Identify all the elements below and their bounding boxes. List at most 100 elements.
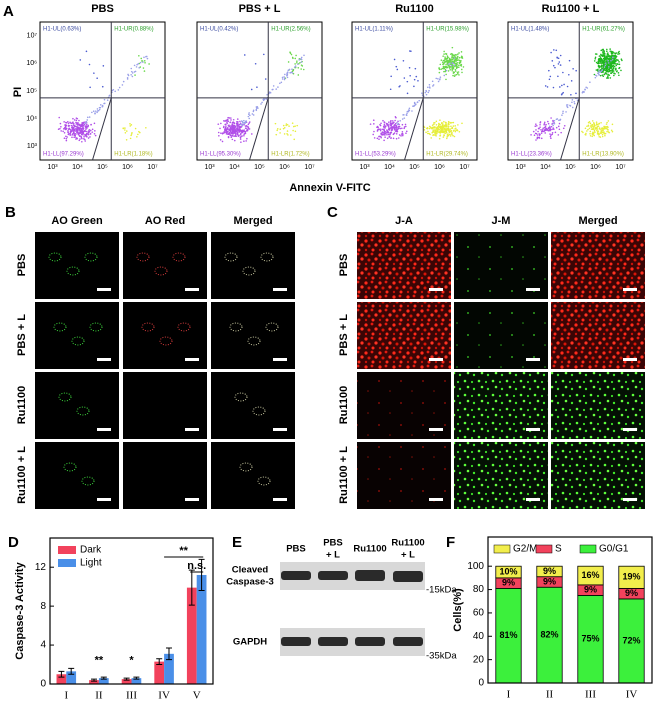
event-dot <box>443 74 446 77</box>
event-dot <box>598 71 600 74</box>
event-dot <box>244 121 246 124</box>
event-dot <box>388 121 390 123</box>
band-label: Caspase-3 <box>226 577 274 588</box>
bar <box>56 674 67 684</box>
event-dot <box>555 49 558 52</box>
legend-swatch <box>493 544 511 554</box>
event-dot <box>385 122 388 125</box>
event-dot <box>432 134 435 136</box>
event-dot <box>441 128 444 131</box>
event-dot <box>447 63 450 66</box>
event-dot <box>403 77 406 79</box>
event-dot <box>457 53 459 56</box>
scale-bar <box>185 428 199 431</box>
plot-title: Ru1100 <box>395 3 434 15</box>
event-dot <box>602 69 605 71</box>
event-dot <box>297 74 300 76</box>
cell <box>53 322 67 332</box>
event-dot <box>607 131 610 133</box>
x-tick-label: 10⁴ <box>229 164 240 171</box>
event-dot <box>444 132 446 135</box>
cell <box>257 476 271 486</box>
scale-bar <box>429 358 443 361</box>
event-dot <box>382 119 384 122</box>
event-dot <box>260 103 262 105</box>
event-dot <box>413 78 416 81</box>
event-dot <box>607 70 610 73</box>
event-dot <box>243 134 245 137</box>
event-dot <box>592 132 595 134</box>
event-dot <box>279 128 282 131</box>
event-dot <box>607 59 609 62</box>
event-dot <box>65 137 68 140</box>
event-dot <box>607 77 609 79</box>
event-dot <box>78 124 81 127</box>
event-dot <box>544 127 546 129</box>
event-dot <box>243 119 245 122</box>
event-dot <box>283 77 286 80</box>
marker-label: -15kDa <box>426 585 457 596</box>
event-dot <box>586 87 589 89</box>
event-dot <box>274 122 277 125</box>
cell <box>66 266 80 276</box>
event-dot <box>568 59 571 62</box>
event-dot <box>289 51 291 53</box>
event-dot <box>248 112 250 114</box>
event-dot <box>455 129 457 132</box>
event-dot <box>393 127 396 130</box>
event-dot <box>543 121 546 124</box>
event-dot <box>389 132 391 135</box>
event-dot <box>221 132 224 135</box>
event-dot <box>559 118 562 121</box>
event-dot <box>611 62 614 65</box>
event-dot <box>450 125 452 128</box>
event-dot <box>592 122 595 124</box>
event-dot <box>608 55 610 57</box>
x-tick-label: 10⁴ <box>384 164 395 171</box>
event-dot <box>453 75 456 78</box>
event-dot <box>612 64 615 67</box>
event-dot <box>233 122 236 124</box>
event-dot <box>291 68 293 71</box>
micrograph <box>35 372 119 439</box>
event-dot <box>600 131 603 133</box>
event-dot <box>459 64 462 66</box>
event-dot <box>535 139 537 141</box>
x-tick-label: III <box>126 690 137 702</box>
event-dot <box>453 135 456 138</box>
event-dot <box>101 85 104 88</box>
error-bar <box>68 667 75 675</box>
event-dot <box>600 65 603 67</box>
quadrant-label: H1-UL(1.11%) <box>355 27 393 33</box>
event-dot <box>607 126 609 129</box>
event-dot <box>406 110 409 113</box>
event-dot <box>86 123 88 126</box>
event-dot <box>598 127 601 129</box>
value-label: 9% <box>584 585 597 595</box>
event-dot <box>78 129 81 131</box>
event-dot <box>449 122 452 124</box>
event-dot <box>252 109 255 112</box>
axes-frame <box>487 536 653 684</box>
event-dot <box>428 86 431 88</box>
event-dot <box>603 53 606 55</box>
event-dot <box>551 131 554 134</box>
event-dot <box>81 140 83 143</box>
event-dot <box>443 50 445 53</box>
y-axis-label: PI <box>12 87 24 97</box>
event-dot <box>417 79 419 82</box>
panel-letter: A <box>3 3 14 20</box>
event-dot <box>450 52 453 55</box>
event-dot <box>438 126 441 128</box>
event-dot <box>244 127 247 130</box>
event-dot <box>591 135 594 138</box>
event-dot <box>130 124 133 126</box>
event-dot <box>547 122 550 125</box>
event-dot <box>146 57 149 60</box>
event-dot <box>276 129 278 132</box>
event-dot <box>76 131 79 134</box>
event-dot <box>79 138 81 140</box>
event-dot <box>401 123 404 126</box>
event-dot <box>399 119 402 122</box>
event-dot <box>248 122 250 124</box>
